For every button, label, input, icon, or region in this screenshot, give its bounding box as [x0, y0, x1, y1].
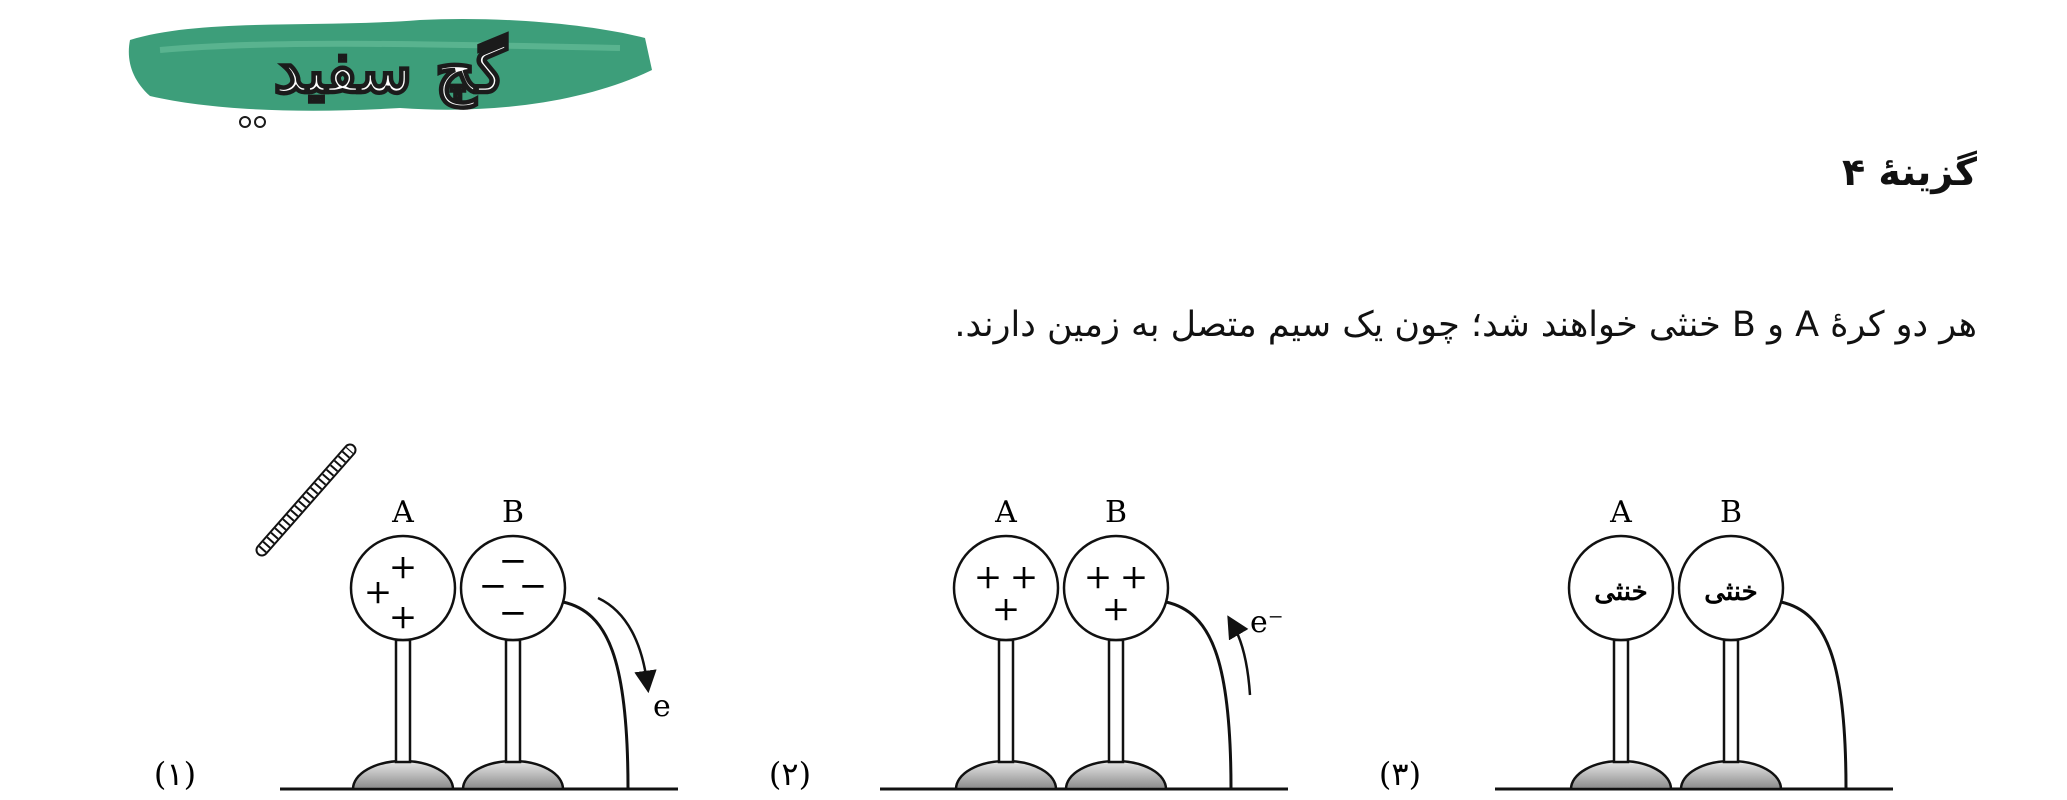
answer-heading: گزینهٔ ۴	[1842, 150, 1977, 194]
sphere-a	[349, 534, 457, 642]
sphere-a-label: A	[391, 495, 414, 530]
stand-base-b	[1064, 759, 1168, 791]
sphere-b	[459, 534, 567, 642]
stand-base-b	[461, 759, 565, 791]
stand-base-a	[954, 759, 1058, 791]
stand-base-a	[1569, 759, 1673, 791]
diagram-3: A B خنثی خنثی (۳)	[1379, 495, 1893, 793]
charge-symbol: +	[1120, 557, 1149, 597]
electroscope-diagrams: A B + + + − − − − e (۱)	[154, 443, 1893, 793]
neutral-label: خنثی	[1594, 577, 1647, 607]
stand-a	[997, 638, 1015, 764]
sphere-b-label: B	[1105, 495, 1127, 530]
diagram-number: (۳)	[1379, 755, 1421, 793]
stand-base-b	[1679, 759, 1783, 791]
diagram-number: (۱)	[154, 755, 196, 793]
electron-label: e	[653, 689, 671, 724]
logo: گچ سفید	[128, 18, 652, 128]
sphere-b-label: B	[1720, 495, 1742, 530]
charge-symbol: +	[1102, 589, 1131, 629]
stand-a	[1612, 638, 1630, 764]
charge-symbol: −	[499, 541, 528, 581]
electron-flow-arrow	[1227, 615, 1252, 696]
neutral-label: خنثی	[1704, 577, 1757, 607]
ground-wire	[562, 600, 630, 790]
charge-symbol: +	[364, 572, 393, 612]
stand-b	[1107, 638, 1125, 764]
electron-label: e⁻	[1250, 605, 1284, 640]
sphere-a-label: A	[994, 495, 1017, 530]
charged-rod	[255, 443, 357, 557]
charge-symbol: +	[1010, 557, 1039, 597]
sphere-b	[1677, 534, 1785, 642]
charge-symbol: +	[974, 557, 1003, 597]
charge-symbol: +	[389, 597, 418, 637]
charge-symbol: −	[519, 566, 548, 606]
ground-wire	[1780, 600, 1848, 790]
charge-symbol: −	[499, 593, 528, 633]
stand-a	[394, 638, 412, 764]
logo-dot	[254, 116, 266, 128]
electron-flow-arrow	[597, 596, 657, 694]
sphere-a	[1567, 534, 1675, 642]
explanation-text: هر دو کرهٔ A و B خنثی خواهند شد؛ چون یک …	[954, 305, 1977, 345]
sphere-b	[1062, 534, 1170, 642]
charge-symbol: +	[1084, 557, 1113, 597]
diagram-number: (۲)	[769, 755, 811, 793]
charge-symbol: +	[992, 589, 1021, 629]
diagram-2: A B + + + + + + e⁻ (۲)	[769, 495, 1288, 793]
sphere-b-label: B	[502, 495, 524, 530]
logo-dot	[239, 116, 251, 128]
logo-text: گچ سفید	[274, 33, 509, 109]
sphere-a-label: A	[1609, 495, 1632, 530]
stand-b	[504, 638, 522, 764]
diagram-1: A B + + + − − − − e (۱)	[154, 443, 678, 793]
stand-base-a	[351, 759, 455, 791]
logo-brush-streak	[159, 40, 621, 53]
charge-symbol: −	[479, 566, 508, 606]
stand-b	[1722, 638, 1740, 764]
charge-symbol: +	[389, 547, 418, 587]
sphere-a	[952, 534, 1060, 642]
ground-wire	[1165, 600, 1233, 790]
